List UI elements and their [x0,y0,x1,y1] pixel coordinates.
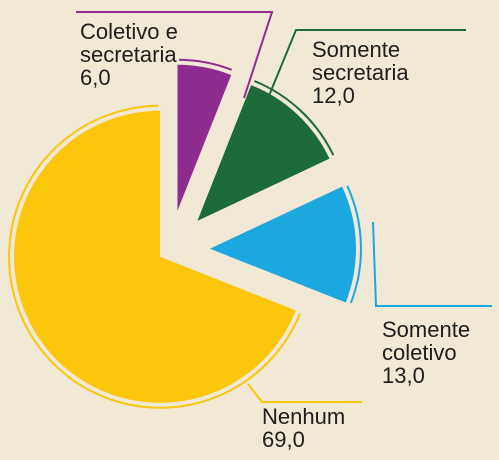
leader-line [248,384,362,402]
category-label: Nenhum [262,405,382,428]
chart: Coletivo e secretaria6,0 Somente secretar… [0,0,499,460]
value-label: 12,0 [312,84,452,107]
category-label: Somente secretaria [312,38,452,84]
category-label: Coletivo e secretaria [80,20,230,66]
leader-line [373,222,492,306]
value-label: 6,0 [80,66,230,89]
value-label: 69,0 [262,428,382,451]
category-label: Somente coletivo [382,318,499,364]
value-label: 13,0 [382,364,499,387]
